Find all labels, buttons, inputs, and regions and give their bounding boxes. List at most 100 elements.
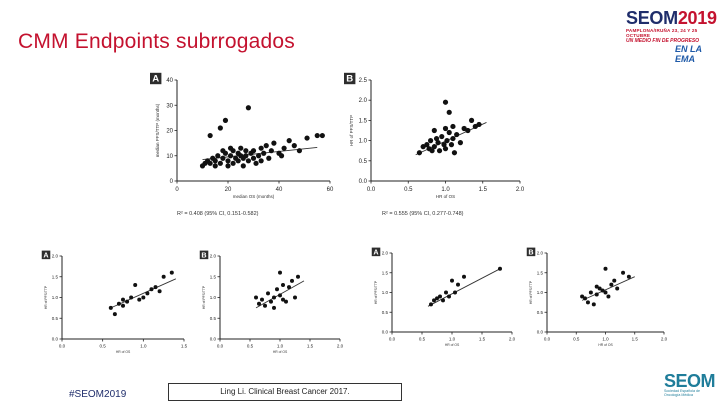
x-tick-label: 1.5	[181, 344, 188, 349]
data-point	[230, 160, 236, 166]
trend-line	[581, 276, 635, 301]
y-tick-label: 2.0	[382, 251, 389, 256]
chart-3: 0.0 0.5 1.0 1.5 0.0 0.5 1.0 1.5 2.0 HR of OS HR of…	[41, 250, 188, 354]
data-point	[225, 163, 231, 169]
x-tick-label: 1.5	[632, 337, 639, 342]
data-point	[450, 135, 456, 142]
data-point	[603, 290, 608, 295]
x-tick-label: 2.0	[509, 337, 516, 342]
x-tick-label: 2.0	[661, 337, 668, 342]
y-tick-label: 2.0	[537, 251, 544, 256]
brand-logo-year: 2019	[677, 8, 717, 28]
data-point	[281, 297, 285, 302]
panel-label: A	[373, 247, 378, 256]
x-axis-label: HR of OS	[116, 350, 131, 354]
data-point	[609, 282, 614, 287]
data-point	[153, 285, 158, 290]
data-point	[591, 302, 596, 307]
x-tick-label: 60	[327, 187, 334, 193]
data-point	[108, 305, 113, 310]
data-point	[220, 155, 226, 161]
footer-hashtag: #SEOM2019	[69, 389, 127, 400]
data-point	[215, 153, 221, 159]
data-point	[258, 158, 264, 164]
data-point	[476, 121, 482, 128]
data-point	[225, 158, 231, 164]
data-point	[428, 138, 434, 144]
y-tick-label: 1.0	[382, 290, 389, 295]
data-point	[293, 295, 297, 300]
data-point	[585, 300, 590, 305]
panel-label-box	[344, 72, 356, 85]
x-axis-label: HR of OS	[436, 194, 455, 199]
data-point	[442, 125, 449, 132]
data-point	[603, 266, 608, 271]
panel-label: A	[152, 74, 159, 85]
data-point	[291, 143, 297, 149]
x-tick-label: 0.0	[59, 344, 66, 349]
data-point	[112, 312, 117, 317]
data-point	[435, 296, 439, 301]
data-point	[235, 158, 241, 164]
data-point	[296, 274, 300, 279]
data-point	[447, 294, 451, 299]
y-tick-label: 1.0	[537, 290, 544, 295]
data-point	[457, 140, 463, 146]
data-point	[207, 160, 213, 166]
data-point	[125, 299, 130, 304]
data-point	[453, 290, 457, 295]
data-point	[446, 109, 452, 115]
y-tick-label: 0.5	[52, 316, 59, 321]
data-point	[266, 155, 272, 161]
data-point	[272, 305, 276, 310]
data-point	[278, 153, 285, 159]
y-tick-label: 0.5	[382, 310, 389, 315]
footer-citation: Ling Li. Clinical Breast Cancer 2017.	[168, 383, 402, 401]
slide-title: CMM Endpoints subrrogados	[18, 30, 295, 53]
data-point	[600, 288, 605, 293]
data-point	[468, 117, 475, 123]
y-tick-label: 2.0	[359, 98, 368, 104]
y-tick-label: 0.0	[52, 337, 59, 342]
x-axis-label: median OS (months)	[233, 194, 275, 199]
r-squared-caption: R² = 0.408 (95% CI, 0.151-0.582)	[177, 211, 259, 217]
data-point	[243, 153, 249, 159]
data-point	[129, 295, 134, 300]
data-point	[222, 117, 229, 123]
brand-tagline: UN MEDIO FIN DE PROGRESO	[626, 38, 700, 44]
trend-line	[110, 278, 177, 309]
brand-tagline-2: EN LA EMA	[675, 44, 702, 64]
data-point	[250, 148, 257, 154]
data-point	[137, 297, 142, 302]
x-axis-label: HR of OS	[273, 350, 288, 354]
data-point	[281, 283, 285, 288]
y-tick-label: 2.0	[210, 254, 217, 259]
panel-label: A	[43, 250, 48, 259]
data-point	[456, 282, 460, 287]
x-axis-label: HR of OS	[445, 343, 460, 347]
data-point	[220, 148, 226, 154]
data-point	[431, 144, 437, 150]
x-tick-label: 0.5	[404, 187, 413, 193]
panel-label-box	[371, 247, 381, 257]
brand-subtitle: PAMPLONA/IRUÑA 23, 24 Y 25 OCTUBRE	[626, 28, 698, 38]
data-point	[286, 138, 292, 144]
y-tick-label: 2.5	[359, 78, 368, 84]
y-tick-label: 1.0	[52, 295, 59, 300]
data-point	[433, 135, 440, 142]
data-point	[254, 295, 258, 300]
data-point	[245, 105, 251, 111]
data-point	[278, 270, 282, 275]
y-axis-label: HR of PFS/TTP	[44, 285, 48, 309]
data-point	[296, 148, 302, 154]
data-point	[465, 127, 471, 134]
x-tick-label: 0.0	[389, 337, 396, 342]
data-point	[212, 158, 218, 164]
data-point	[314, 132, 320, 139]
data-point	[207, 132, 213, 139]
panel-label-box	[150, 72, 162, 85]
data-point	[304, 135, 310, 141]
x-tick-label: 0.5	[573, 337, 580, 342]
data-point	[287, 285, 291, 290]
x-tick-label: 1.0	[140, 344, 147, 349]
